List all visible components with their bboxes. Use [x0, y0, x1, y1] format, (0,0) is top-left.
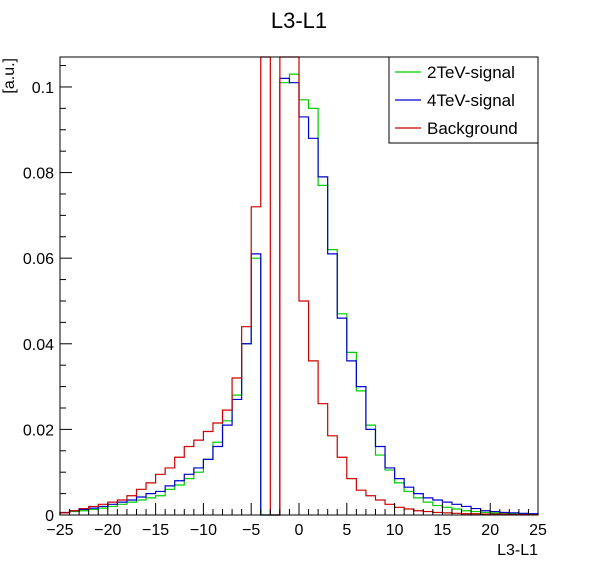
y-tick-label: 0.1: [32, 80, 54, 97]
y-tick-label: 0.08: [23, 166, 54, 183]
x-tick-label: −15: [142, 522, 169, 539]
x-tick-label: 0: [295, 522, 304, 539]
y-tick-label: 0.06: [23, 251, 54, 268]
y-tick-label: 0.04: [23, 337, 54, 354]
x-tick-label: −5: [242, 522, 260, 539]
x-tick-label: 15: [434, 522, 452, 539]
legend-label-0: 2TeV-signal: [427, 63, 515, 82]
x-tick-label: 5: [342, 522, 351, 539]
chart-title: L3-L1: [271, 8, 327, 33]
x-axis-label: L3-L1: [497, 542, 538, 559]
x-tick-label: 25: [529, 522, 547, 539]
x-tick-label: −10: [190, 522, 217, 539]
legend-label-1: 4TeV-signal: [427, 91, 515, 110]
y-axis-label: [a.u.]: [1, 58, 18, 94]
x-tick-label: −20: [94, 522, 121, 539]
axes: −25 −20 −15 −10 −5 0 5 10 15 20 25 0 0.02 0.04 0.06 0.0…: [23, 56, 547, 539]
legend-label-2: Background: [427, 119, 518, 138]
y-tick-label: 0: [45, 508, 54, 525]
x-tick-label: 20: [481, 522, 499, 539]
legend: 2TeV-signal 4TeV-signal Background: [388, 56, 539, 144]
y-tick-label: 0.02: [23, 422, 54, 439]
x-tick-label: −25: [46, 522, 73, 539]
x-tick-label: 10: [386, 522, 404, 539]
